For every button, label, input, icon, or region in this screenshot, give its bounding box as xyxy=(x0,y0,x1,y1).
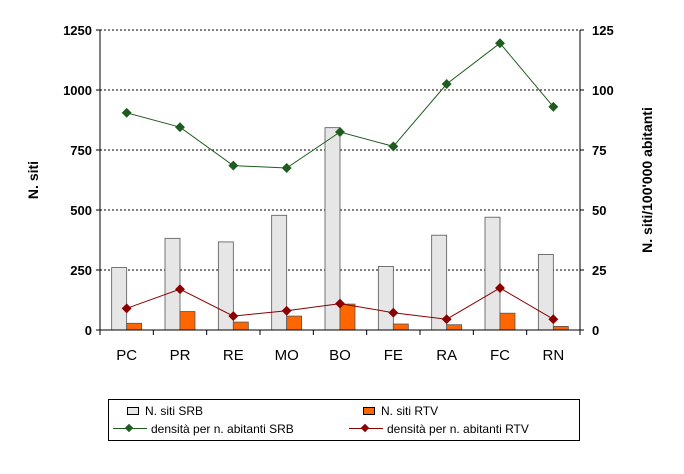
bar xyxy=(484,216,501,331)
bar xyxy=(377,265,394,331)
y-tick-label: 1250 xyxy=(63,23,92,38)
bar xyxy=(179,311,196,331)
bar xyxy=(552,325,569,331)
y2-tick-label: 100 xyxy=(592,83,614,98)
x-tick-label: RA xyxy=(436,347,457,364)
series-point xyxy=(121,107,132,118)
legend-item-density-srb: densità per n. abitanti SRB xyxy=(113,422,294,436)
series-point xyxy=(281,305,292,316)
bar xyxy=(499,312,516,331)
legend-item-density-rtv: densità per n. abitanti RTV xyxy=(349,422,529,436)
legend-label-density-srb: densità per n. abitanti SRB xyxy=(151,422,294,436)
legend-line-density-rtv xyxy=(349,423,383,435)
bar xyxy=(431,234,448,331)
y2-tick-label: 75 xyxy=(592,143,606,158)
legend-item-rtv: N. siti RTV xyxy=(363,404,438,418)
y2-tick-label: 50 xyxy=(592,203,606,218)
y2-tick-label: 25 xyxy=(592,263,606,278)
legend-label-rtv: N. siti RTV xyxy=(381,404,439,418)
series-point xyxy=(228,311,239,322)
axes xyxy=(96,29,584,335)
y2-tick-label: 0 xyxy=(592,323,599,338)
x-tick-label: RE xyxy=(223,347,244,364)
series-point xyxy=(388,307,399,318)
bar xyxy=(111,267,128,331)
lines xyxy=(121,38,559,325)
series-point xyxy=(335,298,345,309)
bar xyxy=(126,322,143,331)
y-tick-label: 750 xyxy=(70,143,92,158)
x-tick-label: PC xyxy=(116,347,137,364)
legend-line-density-srb xyxy=(113,423,147,435)
series-point xyxy=(441,314,452,325)
bar xyxy=(392,323,409,331)
y-tick-label: 500 xyxy=(70,203,92,218)
legend-label-srb: N. siti SRB xyxy=(145,404,204,418)
bar xyxy=(339,303,356,331)
y-tick-label: 250 xyxy=(70,263,92,278)
series-point xyxy=(548,314,559,325)
chart-legend: N. siti SRB N. siti RTV densità per n. a… xyxy=(108,399,580,441)
x-tick-label: FC xyxy=(490,347,510,364)
bar xyxy=(232,321,249,331)
series-point xyxy=(388,141,399,152)
series-point xyxy=(175,284,185,295)
y-tick-label: 0 xyxy=(85,323,92,338)
y2-axis-title: N. siti/100'000 abitanti xyxy=(639,107,655,253)
series-point xyxy=(175,122,185,133)
legend-swatch-srb xyxy=(127,407,139,415)
x-tick-label: FE xyxy=(384,347,403,364)
legend-item-srb: N. siti SRB xyxy=(127,404,203,418)
tick-labels: 0 250 500 750 1000 1250 0 25 50 75 100 125 PC PR RE MO B… xyxy=(63,23,614,364)
bar xyxy=(164,237,181,331)
y-tick-label: 1000 xyxy=(63,83,92,98)
x-tick-label: BO xyxy=(329,347,351,364)
series-point xyxy=(228,160,239,171)
bar xyxy=(324,127,341,331)
series-point xyxy=(548,101,559,112)
y-axis-title: N. siti xyxy=(25,161,41,199)
legend-swatch-rtv xyxy=(363,407,375,415)
y2-tick-label: 125 xyxy=(592,23,614,38)
x-tick-label: PR xyxy=(170,347,191,364)
bar xyxy=(446,324,463,331)
series-point xyxy=(281,163,292,173)
bar xyxy=(286,315,303,331)
legend-label-density-rtv: densità per n. abitanti RTV xyxy=(387,422,529,436)
x-tick-label: RN xyxy=(542,347,564,364)
x-tick-label: MO xyxy=(275,347,299,364)
series-point xyxy=(335,127,345,137)
series-point xyxy=(495,283,505,293)
